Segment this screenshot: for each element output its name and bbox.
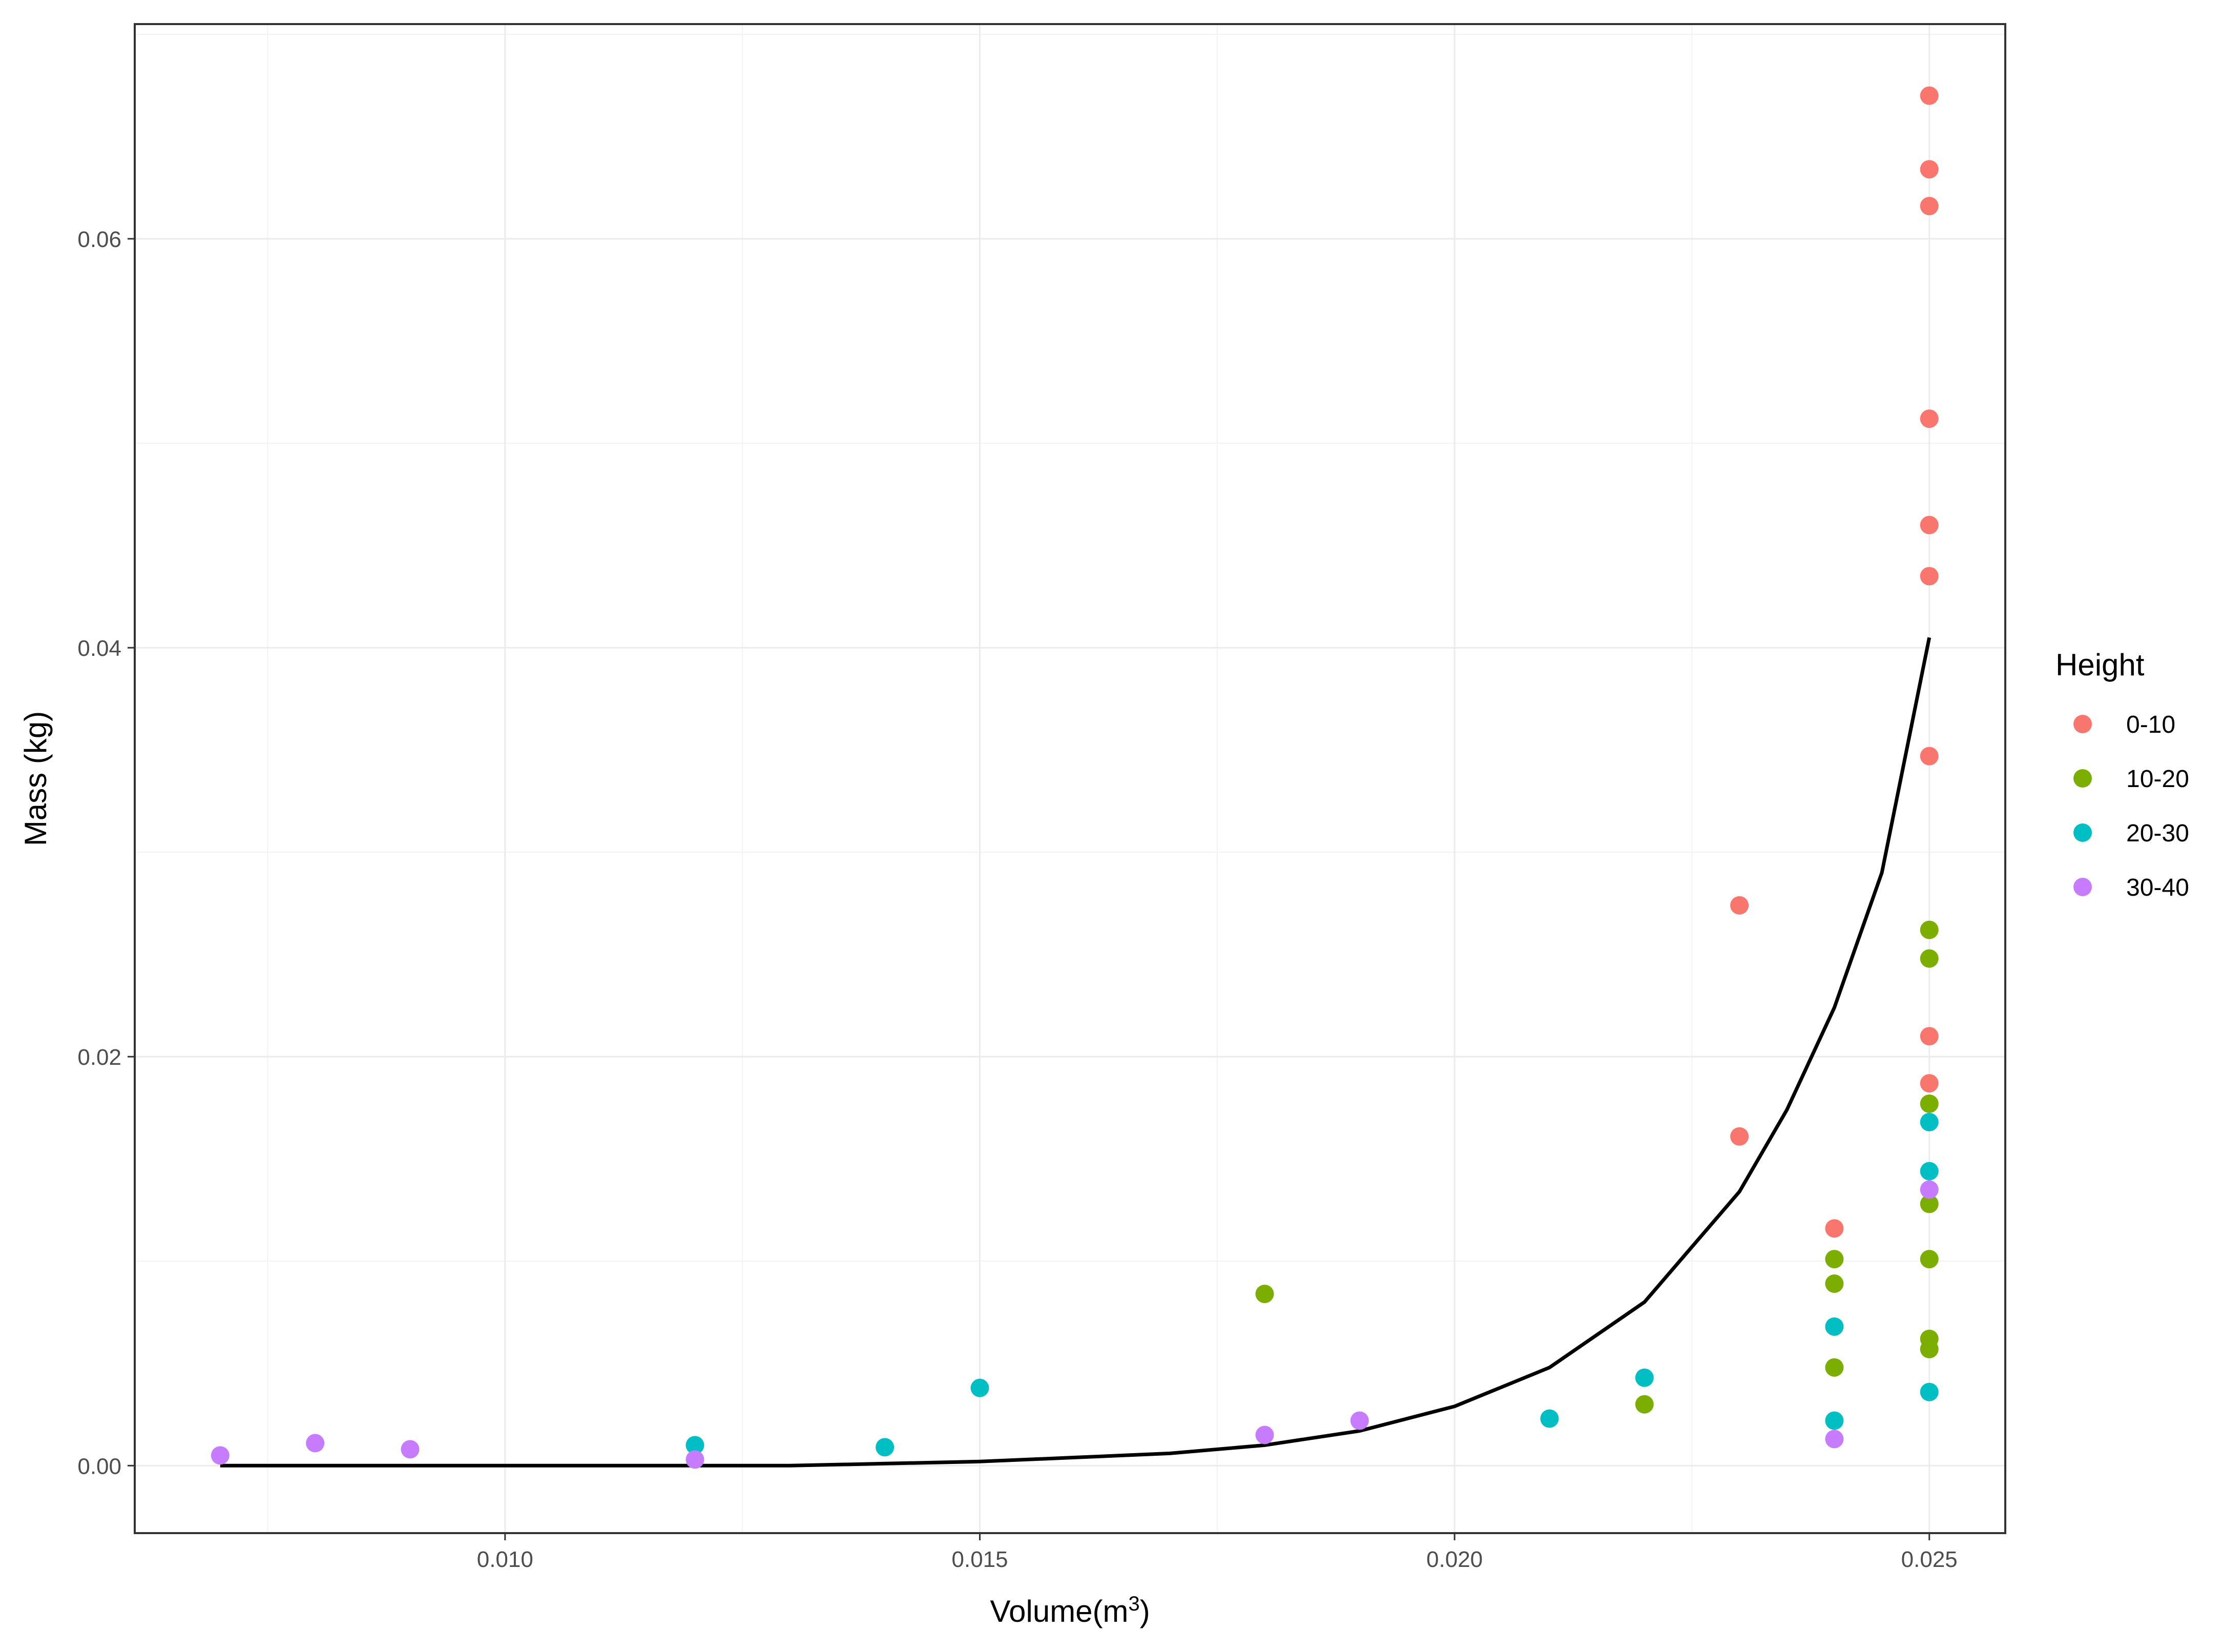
point-0-10 <box>1920 86 1939 105</box>
x-axis-title-suffix: ) <box>1140 1594 1150 1628</box>
point-20-30 <box>1825 1317 1844 1336</box>
point-10-20 <box>1825 1250 1844 1269</box>
legend-key-20-30 <box>2073 823 2092 842</box>
point-0-10 <box>1920 197 1939 216</box>
point-0-10 <box>1920 1027 1939 1046</box>
point-10-20 <box>1920 1250 1939 1269</box>
point-20-30 <box>686 1436 704 1455</box>
legend-label-10-20: 10-20 <box>2126 766 2189 793</box>
point-20-30 <box>1920 1162 1939 1181</box>
legend-key-0-10 <box>2073 715 2092 733</box>
point-30-40 <box>306 1434 325 1453</box>
point-30-40 <box>1255 1426 1274 1444</box>
point-0-10 <box>1825 1219 1844 1238</box>
point-10-20 <box>1825 1358 1844 1377</box>
y-axis-title: Mass (kg) <box>18 711 53 846</box>
point-20-30 <box>1920 1112 1939 1131</box>
fit-curve-layer <box>220 637 1932 1468</box>
y-tick-label: 0.06 <box>77 227 121 252</box>
legend-label-0-10: 0-10 <box>2126 711 2175 738</box>
x-tick-label: 0.015 <box>951 1547 1008 1572</box>
point-0-10 <box>1920 160 1939 179</box>
point-0-10 <box>1920 409 1939 428</box>
legend-key-30-40 <box>2073 878 2092 896</box>
point-10-20 <box>1920 1194 1939 1213</box>
point-20-30 <box>876 1438 895 1457</box>
x-tick-label: 0.020 <box>1426 1547 1483 1572</box>
legend-items: 0-10 10-20 20-30 30-40 <box>2073 711 2189 901</box>
point-20-30 <box>1540 1409 1559 1428</box>
y-tick-label: 0.02 <box>77 1045 121 1070</box>
point-10-20 <box>1920 949 1939 968</box>
grid-lines <box>135 24 2005 1533</box>
x-axis-title-superscript: 3 <box>1128 1593 1139 1615</box>
fit-curve <box>220 637 1932 1468</box>
point-10-20 <box>1920 1094 1939 1113</box>
x-axis-title: Volume(m3) <box>990 1593 1150 1628</box>
point-30-40 <box>211 1446 230 1465</box>
point-0-10 <box>1730 896 1749 915</box>
legend-label-20-30: 20-30 <box>2126 820 2189 847</box>
point-0-10 <box>1920 515 1939 534</box>
y-tick-label: 0.00 <box>77 1454 121 1479</box>
point-10-20 <box>1255 1285 1274 1304</box>
point-20-30 <box>1825 1411 1844 1430</box>
x-axis-title-main: Volume(m <box>990 1594 1128 1628</box>
x-tick-label: 0.010 <box>477 1547 533 1572</box>
point-10-20 <box>1920 1339 1939 1358</box>
point-30-40 <box>1920 1180 1939 1199</box>
point-20-30 <box>1920 1382 1939 1401</box>
data-points <box>211 86 1939 1469</box>
point-0-10 <box>1730 1127 1749 1146</box>
legend: Height 0-10 10-20 20-30 30-40 <box>2055 648 2189 901</box>
point-30-40 <box>1825 1430 1844 1449</box>
point-0-10 <box>1920 1074 1939 1093</box>
point-30-40 <box>1350 1411 1369 1430</box>
point-30-40 <box>401 1440 420 1459</box>
legend-title: Height <box>2055 648 2145 682</box>
point-20-30 <box>1635 1368 1654 1387</box>
x-tick-label: 0.025 <box>1901 1547 1958 1572</box>
axis-ticks: 0.010 0.015 0.020 0.025 0.00 0.02 0.04 0.06 <box>77 227 1957 1572</box>
point-0-10 <box>1920 567 1939 586</box>
y-tick-label: 0.04 <box>77 636 121 661</box>
point-10-20 <box>1825 1274 1844 1293</box>
legend-label-30-40: 30-40 <box>2126 874 2189 901</box>
point-20-30 <box>970 1378 989 1397</box>
point-30-40 <box>686 1450 704 1469</box>
point-10-20 <box>1920 920 1939 939</box>
point-0-10 <box>1920 747 1939 766</box>
point-10-20 <box>1635 1395 1654 1414</box>
plot-panel-border <box>134 23 2006 1534</box>
legend-key-10-20 <box>2073 769 2092 788</box>
